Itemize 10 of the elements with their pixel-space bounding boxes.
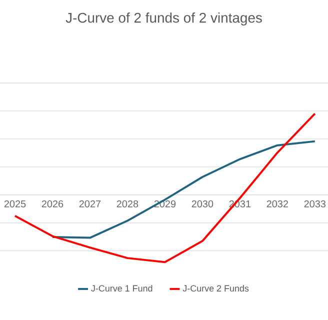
legend-label: J-Curve 1 Fund — [91, 284, 152, 292]
x-tick-label: 2033 — [304, 200, 326, 208]
chart-title: J-Curve of 2 funds of 2 vintages — [66, 12, 262, 26]
x-tick-label: 2026 — [42, 200, 64, 208]
x-tick-label: 2025 — [4, 200, 26, 208]
legend-label: J-Curve 2 Funds — [182, 284, 249, 292]
x-tick-label: 2028 — [116, 200, 138, 208]
x-tick-label: 2027 — [79, 200, 101, 208]
x-tick-label: 2032 — [266, 200, 288, 208]
x-tick-label: 2030 — [192, 200, 214, 208]
